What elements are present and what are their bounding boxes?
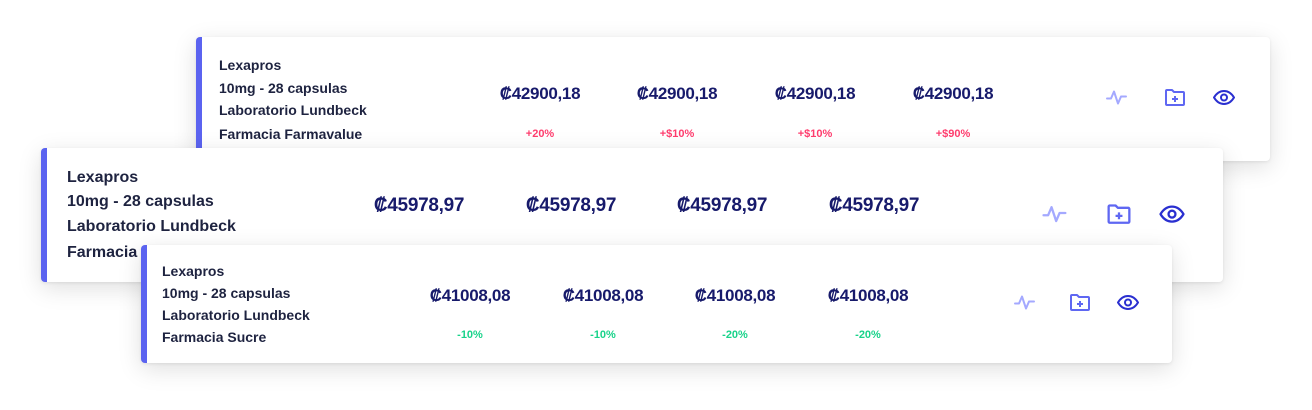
- eye-icon[interactable]: [1159, 205, 1185, 229]
- pulse-icon[interactable]: [1042, 205, 1067, 229]
- product-name: Lexapros: [219, 57, 282, 73]
- eye-icon[interactable]: [1116, 294, 1140, 316]
- price-change: +$10%: [659, 128, 695, 140]
- price-value: ₡41008,08: [827, 286, 909, 305]
- folder-plus-icon[interactable]: [1106, 203, 1131, 231]
- price-value: ₡45978,97: [373, 195, 465, 216]
- price-value: ₡41008,08: [429, 286, 511, 305]
- price-value: ₡45978,97: [676, 195, 768, 216]
- pharmacy-name: Farmacia: [67, 244, 138, 261]
- price-value: ₡42900,18: [636, 84, 718, 103]
- price-change: +$10%: [797, 128, 833, 140]
- price-value: ₡42900,18: [912, 84, 994, 103]
- price-change: -10%: [457, 329, 483, 341]
- laboratory-name: Laboratorio Lundbeck: [162, 307, 310, 323]
- laboratory-name: Laboratorio Lundbeck: [67, 218, 236, 235]
- price-change: -10%: [590, 329, 616, 341]
- folder-plus-icon[interactable]: [1069, 293, 1091, 317]
- price-change: +20%: [525, 128, 555, 140]
- folder-plus-icon[interactable]: [1164, 88, 1186, 112]
- price-value: ₡41008,08: [562, 286, 644, 305]
- product-card-bottom: Lexapros 10mg - 28 capsulas Laboratorio Lu…: [141, 245, 1172, 363]
- price-value: ₡45978,97: [828, 195, 920, 216]
- product-presentation: 10mg - 28 capsulas: [67, 193, 214, 210]
- price-value: ₡42900,18: [774, 84, 856, 103]
- pulse-icon[interactable]: [1106, 90, 1128, 111]
- product-presentation: 10mg - 28 capsulas: [162, 285, 291, 301]
- price-value: ₡45978,97: [525, 195, 617, 216]
- pharmacy-name: Farmacia Sucre: [162, 329, 267, 345]
- eye-icon[interactable]: [1212, 89, 1236, 111]
- price-change: -20%: [722, 329, 748, 341]
- price-change: +$90%: [935, 128, 971, 140]
- product-name: Lexapros: [162, 263, 225, 279]
- price-value: ₡41008,08: [694, 286, 776, 305]
- pulse-icon[interactable]: [1014, 295, 1036, 316]
- laboratory-name: Laboratorio Lundbeck: [219, 102, 367, 118]
- pharmacy-name: Farmacia Farmavalue: [219, 126, 363, 142]
- price-value: ₡42900,18: [499, 84, 581, 103]
- price-change: -20%: [855, 329, 881, 341]
- product-presentation: 10mg - 28 capsulas: [219, 80, 348, 96]
- product-card-top: Lexapros 10mg - 28 capsulas Laboratorio Lu…: [196, 37, 1270, 161]
- product-name: Lexapros: [67, 169, 139, 186]
